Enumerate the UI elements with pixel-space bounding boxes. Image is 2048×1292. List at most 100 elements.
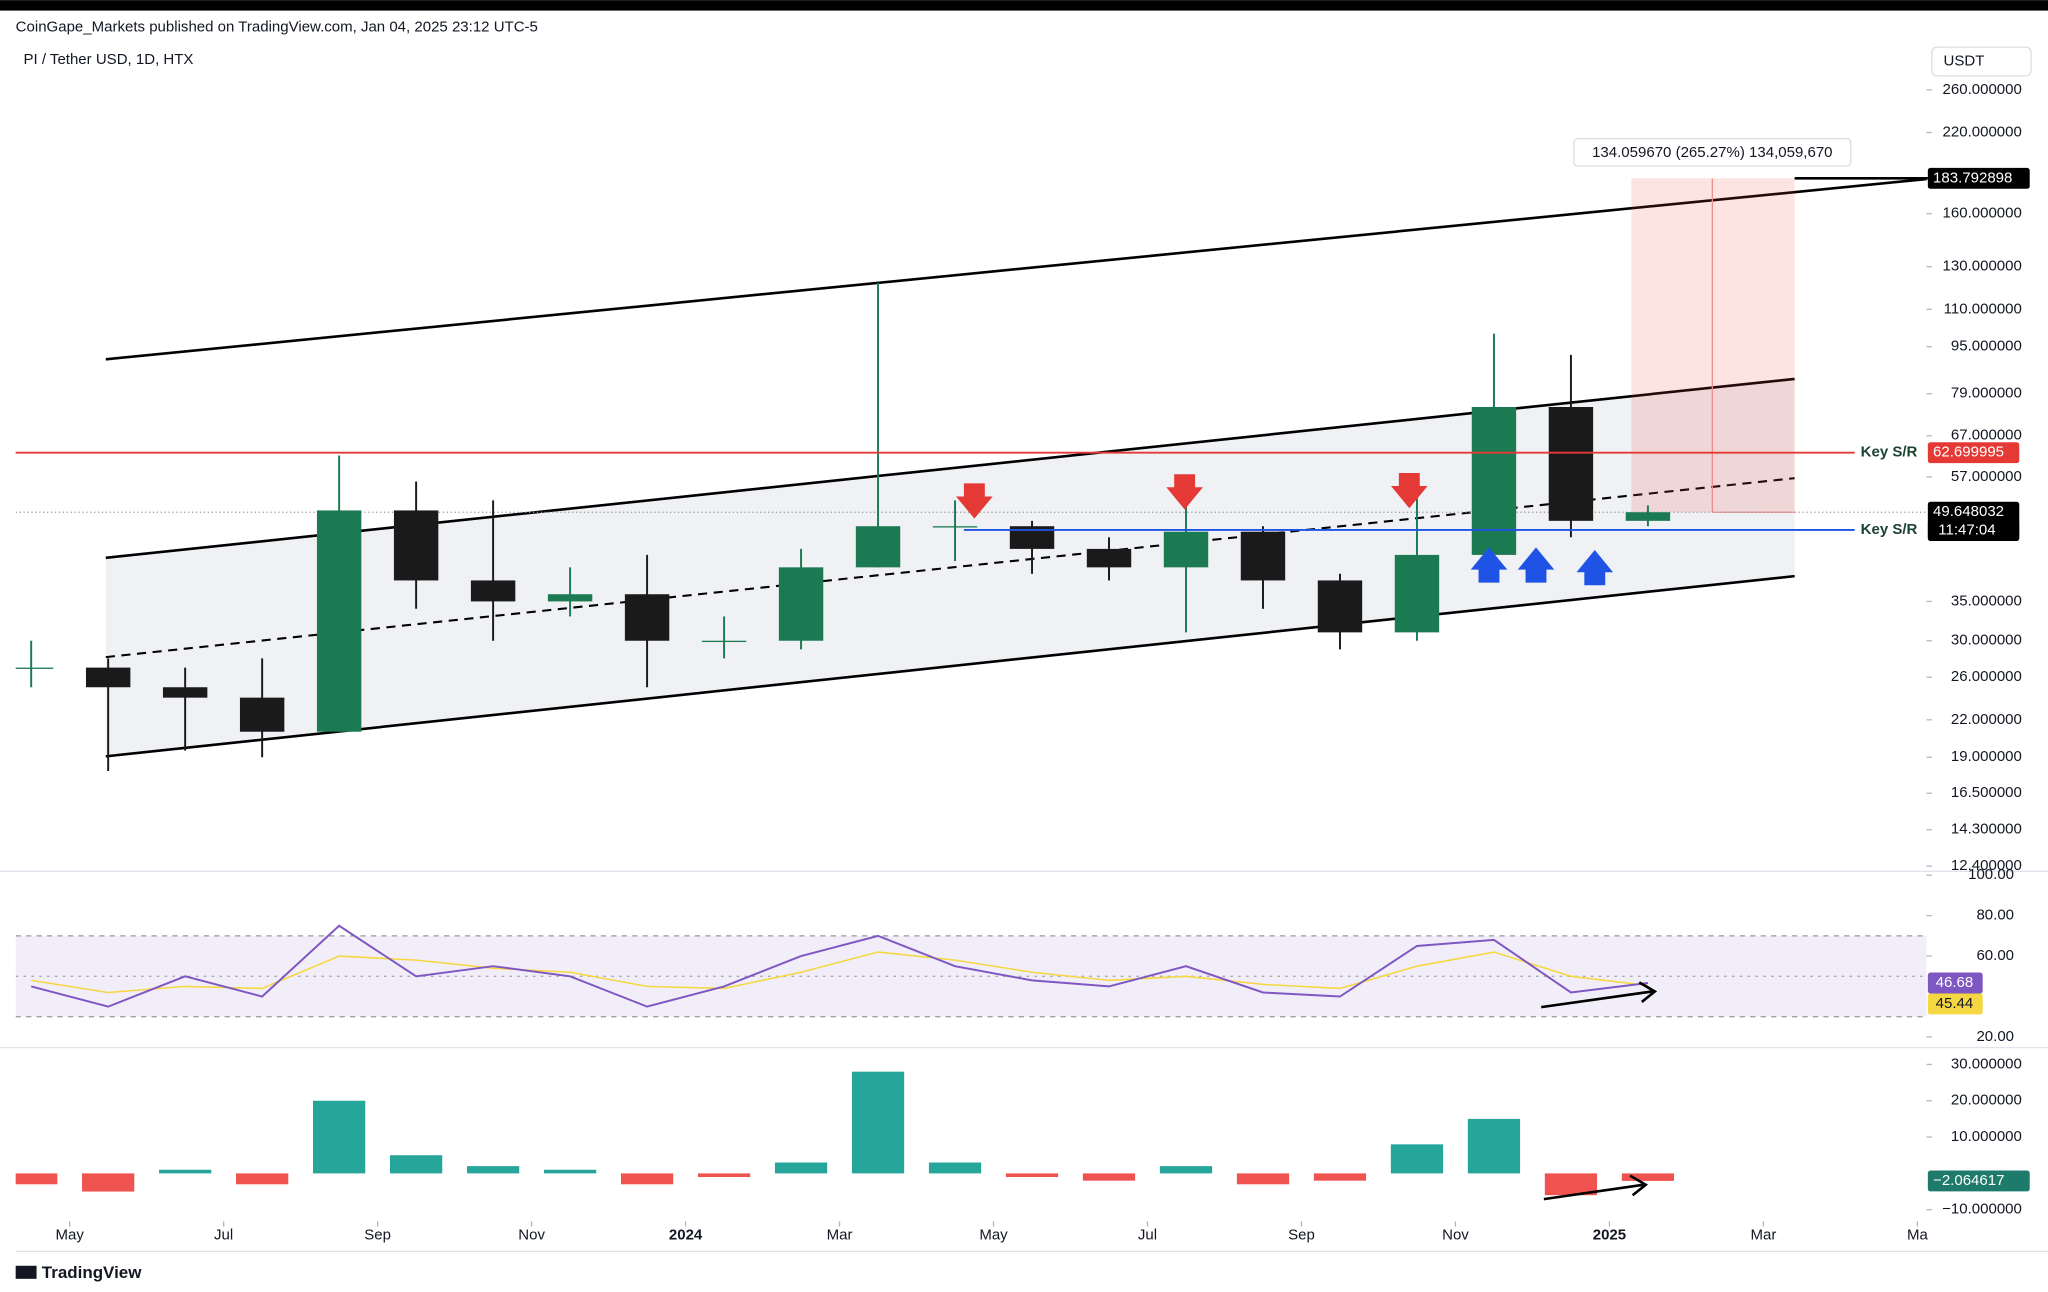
y-tick-label: 220.000000 [1943,123,2022,140]
candle-body [85,667,131,688]
histogram-bar [466,1166,520,1174]
y-tick-label: 35.000000 [1951,592,2022,609]
x-tick-label: Nov [518,1227,545,1244]
candle-body [1317,580,1363,633]
rsi-pane [15,924,1927,1018]
currency: USDT [1944,52,1985,69]
channel-bottom [105,574,1795,758]
candle-body [778,567,824,641]
y-tick-label: 26.000000 [1951,668,2022,685]
histogram-bar [1390,1144,1444,1174]
down-arrow [956,483,993,519]
candle-body [932,526,978,528]
down-arrow [1166,474,1203,510]
candle-body [701,640,747,643]
histogram-bar [928,1162,982,1174]
histogram-bar [15,1173,58,1185]
candle-body [547,594,593,602]
brand: TradingView [42,1263,142,1282]
histogram-bar [389,1155,443,1174]
rsi-value: 46.68 [1936,974,1974,991]
candle-body [1625,512,1671,521]
candle-body [162,687,208,698]
histogram-bar [82,1173,135,1192]
y-tick-label: 60.00 [1976,947,2014,964]
y-tick-label: 30.000000 [1951,1055,2022,1072]
channel-upper [105,177,1927,361]
up-arrow [1576,550,1614,586]
histogram-bar [1005,1173,1059,1178]
y-tick-label: 80.00 [1976,907,2014,924]
key-level-name: Key S/R [1861,521,1918,538]
y-tick-label: 22.000000 [1951,711,2022,728]
macd-value-box [1927,1170,2030,1192]
candle-body [1240,531,1286,581]
histogram-bar [697,1173,751,1178]
x-tick-label: Jul [1138,1227,1157,1244]
y-tick-label: 20.000000 [1951,1092,2022,1109]
x-tick-label: Ma [1907,1227,1929,1244]
key-level-box [1927,442,2020,464]
measure-text: 134.059670 (265.27%) 134,059,670 [1592,144,1832,161]
candle-body [470,580,516,602]
candle-body [1394,554,1440,633]
countdown: 11:47:04 [1938,521,1995,538]
y-tick-label: 79.000000 [1951,385,2022,402]
rsi-line [31,951,1649,994]
target-value: 183.792898 [1933,169,2012,186]
histogram-bar [1621,1173,1675,1181]
candle-body [1086,548,1132,568]
y-tick-label: 57.000000 [1951,468,2022,485]
x-tick-label: Mar [1750,1227,1776,1244]
target-box [1927,167,2030,189]
measure-tooltip [1573,137,1852,167]
histogram-bar [1544,1173,1598,1196]
last-price-box [1927,501,2020,541]
y-tick-label: 20.00 [1976,1028,2014,1045]
rsi-trend-arrow [1541,981,1658,1009]
y-tick-label: 16.500000 [1951,784,2022,801]
up-arrow [1517,547,1555,583]
macd-value: −2.064617 [1933,1172,2004,1189]
x-tick-label: May [55,1227,84,1244]
candle-body [624,594,670,641]
macd-trend-arrow [1543,1174,1649,1201]
x-tick-label: Nov [1442,1227,1469,1244]
rsi-line [30,924,1649,1008]
up-arrow [1470,547,1508,583]
y-tick-label: 19.000000 [1951,748,2022,765]
candle-body [1548,406,1594,521]
x-tick-label: Sep [1288,1227,1315,1244]
y-tick-label: 14.300000 [1951,821,2022,838]
publisher: CoinGape_Markets published on TradingVie… [16,19,538,36]
price-pane [15,177,1927,772]
y-tick-label: 30.000000 [1951,632,2022,649]
candle-body [1471,406,1517,555]
x-tick-label: 2024 [669,1227,703,1244]
currency-box[interactable] [1931,46,2032,77]
key-level-value: 62.699995 [1933,444,2004,461]
histogram-bar [1236,1173,1290,1185]
histogram-bar [851,1071,905,1174]
candle-body [1163,531,1209,568]
y-tick-label: −10.000000 [1942,1201,2022,1218]
y-tick-label: 10.000000 [1951,1128,2022,1145]
x-tick-label: 2025 [1593,1227,1626,1244]
histogram-bar [543,1169,597,1174]
key-level-name: Key S/R [1861,444,1918,461]
rsi-value: 45.44 [1936,995,1974,1012]
y-tick-label: 100.00 [1968,866,2014,883]
histogram-bar [313,1100,366,1174]
candle-body [1009,526,1055,549]
y-tick-label: 12.400000 [1951,857,2022,874]
histogram-bar [774,1162,828,1174]
histogram-bar [236,1173,289,1185]
candle-body [316,510,362,732]
y-tick-label: 110.000000 [1944,300,2022,317]
signal-arrows [956,472,1658,1201]
rsi-value-box [1927,972,1983,994]
x-tick-label: Mar [827,1227,853,1244]
top-bar [0,0,2048,11]
